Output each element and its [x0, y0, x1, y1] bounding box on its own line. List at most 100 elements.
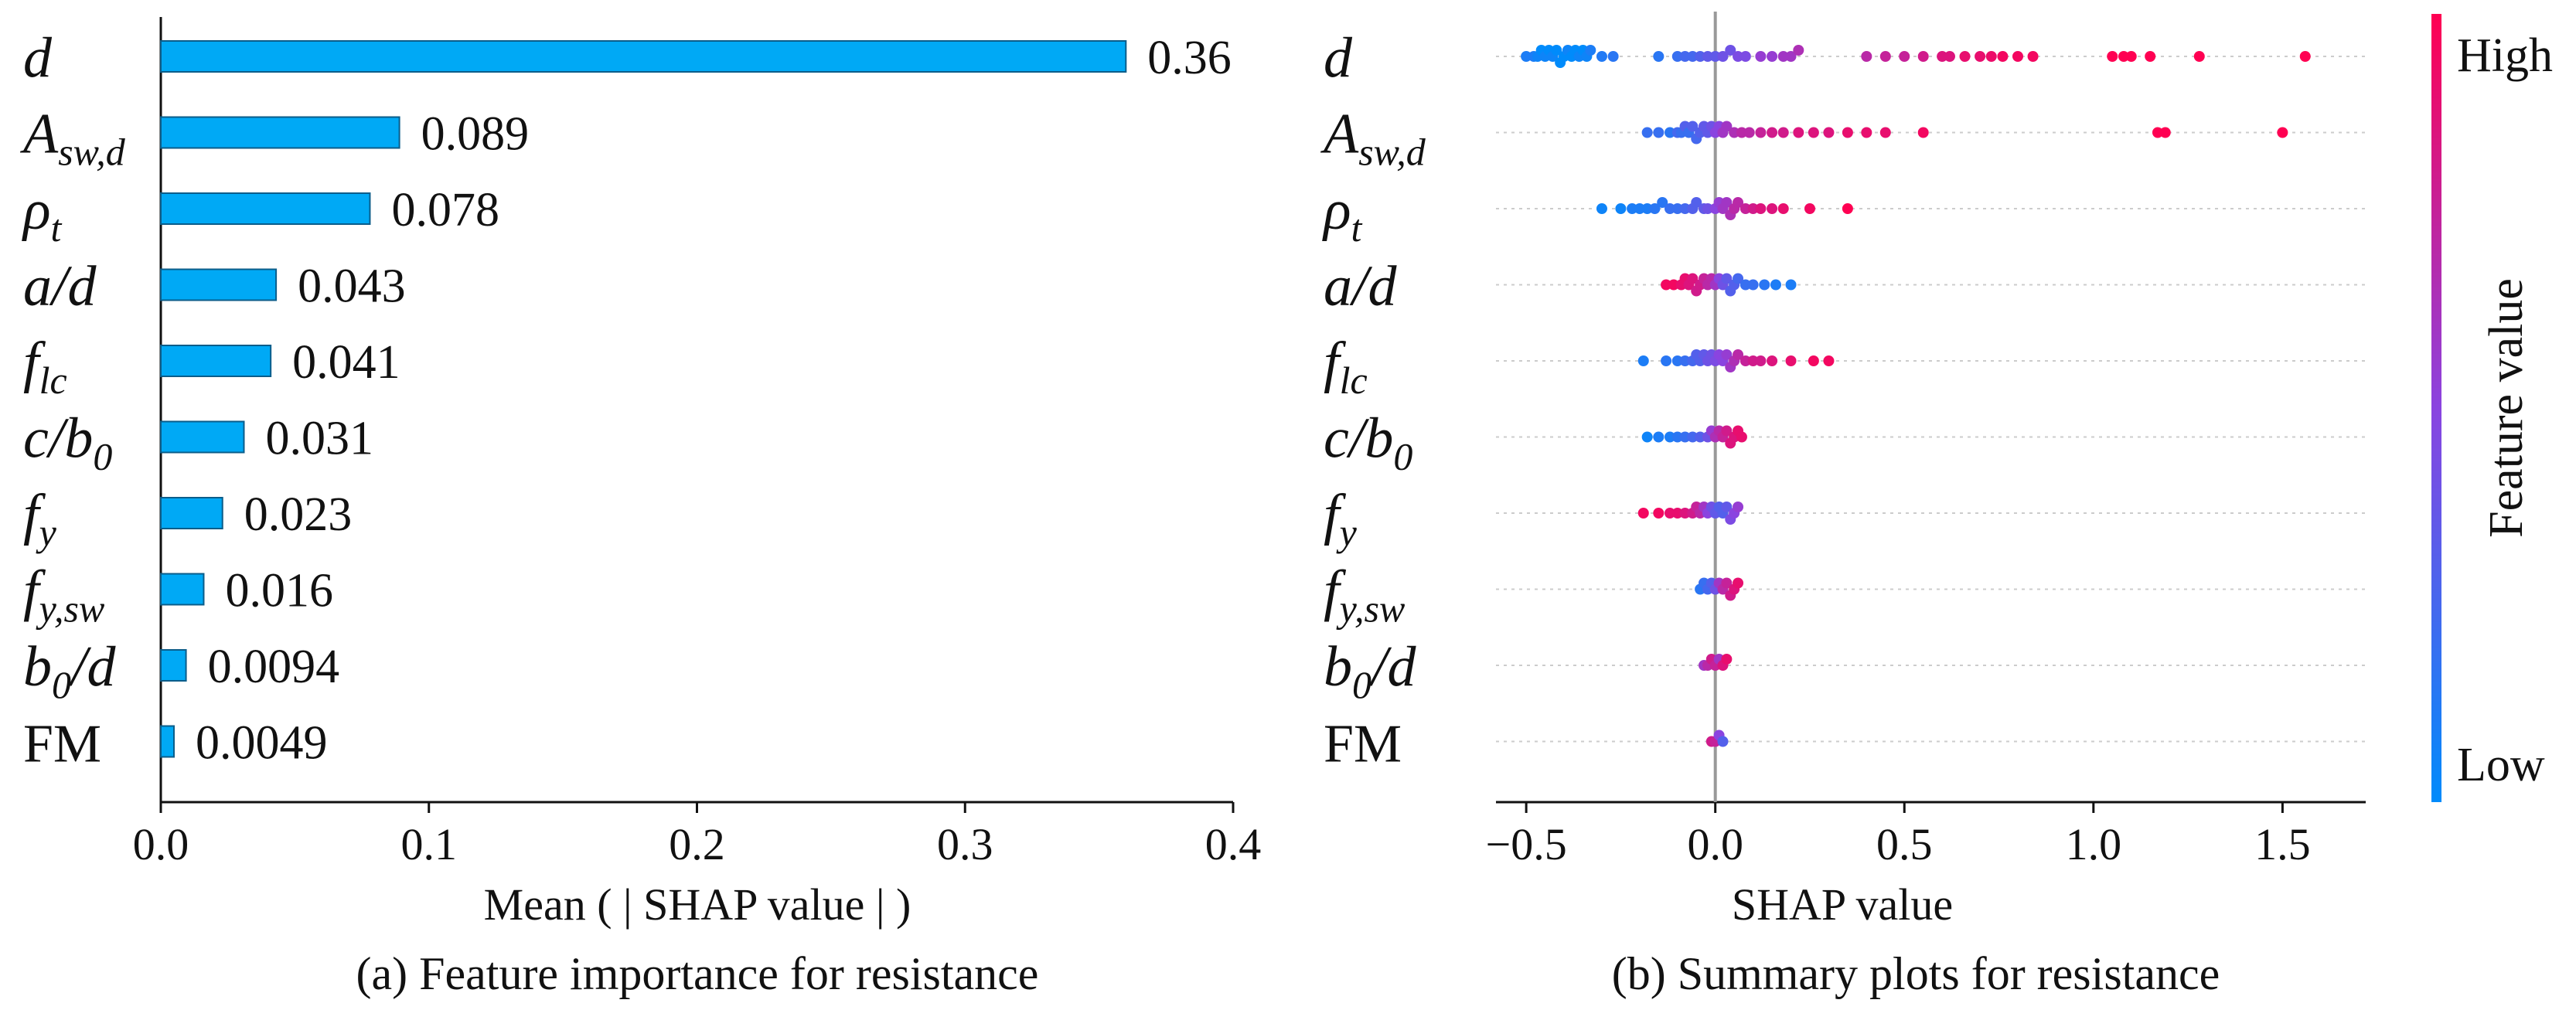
panel-b-feature-label-7: fy,sw [1324, 559, 1405, 631]
point-2-20 [1733, 197, 1744, 208]
point-2-21 [1739, 203, 1751, 214]
point-2-13 [1702, 203, 1713, 214]
point-4-20 [1767, 355, 1778, 366]
point-0-28 [1733, 51, 1744, 62]
colorbar-high-label: High [2457, 29, 2553, 82]
panel-b-feature-label-8: b0/d [1324, 635, 1417, 706]
point-5-5 [1687, 431, 1699, 443]
panel-b-x-axis-label: SHAP value [1732, 879, 1953, 930]
point-6-3 [1671, 508, 1683, 519]
point-1-21 [1767, 127, 1778, 138]
panel-a-feature-label-9: FM [23, 715, 101, 774]
point-2-6 [1657, 197, 1668, 208]
panel-b-caption: (b) Summary plots for resistance [1612, 948, 2220, 999]
point-2-4 [1641, 203, 1653, 214]
point-0-49 [2125, 51, 2137, 62]
point-0-40 [1944, 51, 1955, 62]
point-9-3 [1717, 736, 1729, 747]
panel-a-tick-label-4: 0.4 [1205, 819, 1262, 869]
point-7-10 [1733, 577, 1744, 589]
panel-a-tick-label-3: 0.3 [937, 819, 993, 869]
point-0-20 [1671, 51, 1683, 62]
panel-a-x-axis-label: Mean ( | SHAP value | ) [484, 879, 911, 930]
point-4-17 [1739, 355, 1751, 366]
point-1-16 [1721, 121, 1733, 132]
bar-5 [160, 420, 245, 454]
bar-7 [160, 573, 205, 606]
point-7-7 [1721, 577, 1733, 589]
point-0-50 [2145, 51, 2156, 62]
panel-a-feature-label-0: d [23, 26, 53, 90]
point-3-14 [1721, 273, 1733, 284]
point-0-17 [1596, 51, 1607, 62]
point-0-23 [1695, 51, 1706, 62]
point-2-11 [1691, 197, 1702, 208]
panel-a-feature-label-4: flc [23, 331, 67, 402]
bar-value-label-5: 0.031 [265, 413, 373, 465]
panel-b-tick-label-1: 0.0 [1687, 819, 1743, 869]
point-1-25 [1823, 127, 1835, 138]
point-2-0 [1596, 203, 1607, 214]
point-2-1 [1615, 203, 1627, 214]
point-0-42 [1975, 51, 1986, 62]
point-0-31 [1767, 51, 1778, 62]
point-1-28 [1879, 127, 1891, 138]
point-8-6 [1721, 654, 1733, 665]
panel-a-feature-label-7: fy,sw [23, 559, 104, 631]
panel-b-feature-label-3: a/d [1324, 255, 1398, 318]
point-0-36 [1879, 51, 1891, 62]
point-0-51 [2193, 51, 2205, 62]
point-6-1 [1653, 508, 1665, 519]
point-1-24 [1808, 127, 1819, 138]
bar-value-label-8: 0.0094 [208, 641, 340, 693]
panel-a-bar-chart: 0.36 0.089 0.078 0.043 0.041 0.031 0.023 0.016 0… [19, 17, 1261, 999]
bar-value-label-1: 0.089 [421, 108, 530, 161]
bar-value-label-2: 0.078 [391, 184, 499, 236]
bar-value-label-4: 0.041 [292, 336, 400, 389]
point-2-25 [1777, 203, 1789, 214]
point-1-29 [1917, 127, 1929, 138]
point-3-22 [1785, 279, 1797, 291]
point-3-19 [1747, 279, 1759, 291]
panel-a-feature-label-1: Asw,d [19, 103, 126, 174]
panel-b-tick-label-3: 1.0 [2066, 819, 2122, 869]
point-1-23 [1793, 127, 1804, 138]
point-2-26 [1804, 203, 1815, 214]
panel-b-row-gridlines [1496, 56, 2366, 743]
point-1-26 [1842, 127, 1853, 138]
point-0-7 [1551, 45, 1562, 56]
point-1-32 [2277, 127, 2288, 138]
point-0-48 [2118, 51, 2129, 62]
panel-b-feature-label-4: flc [1324, 331, 1368, 402]
point-1-22 [1777, 127, 1789, 138]
point-0-47 [2107, 51, 2118, 62]
point-1-17 [1729, 127, 1740, 138]
point-2-5 [1649, 203, 1661, 214]
bar-value-label-7: 0.016 [225, 565, 333, 617]
bar-4 [160, 345, 272, 377]
panel-a-x-ticks: 0.0 0.1 0.2 0.3 0.4 [133, 802, 1262, 869]
panel-a-value-labels: 0.36 0.089 0.078 0.043 0.041 0.031 0.023 0.016 0… [196, 32, 1232, 770]
colorbar-title: Feature value [2480, 278, 2533, 538]
point-5-0 [1641, 431, 1653, 443]
panel-a-feature-label-6: fy [23, 483, 57, 554]
point-4-19 [1755, 355, 1767, 366]
point-0-44 [1997, 51, 2009, 62]
point-1-0 [1641, 127, 1653, 138]
point-0-24 [1702, 51, 1713, 62]
bar-6 [160, 497, 223, 529]
point-3-1 [1668, 279, 1679, 291]
panel-b-feature-label-0: d [1324, 26, 1353, 90]
panel-b-feature-label-2: ρt [1322, 179, 1363, 250]
point-4-22 [1808, 355, 1819, 366]
point-4-21 [1785, 355, 1797, 366]
panel-a-feature-label-3: a/d [23, 255, 97, 318]
bar-8 [160, 649, 187, 682]
point-1-19 [1743, 127, 1755, 138]
point-2-8 [1671, 203, 1683, 214]
point-3-17 [1733, 273, 1744, 284]
